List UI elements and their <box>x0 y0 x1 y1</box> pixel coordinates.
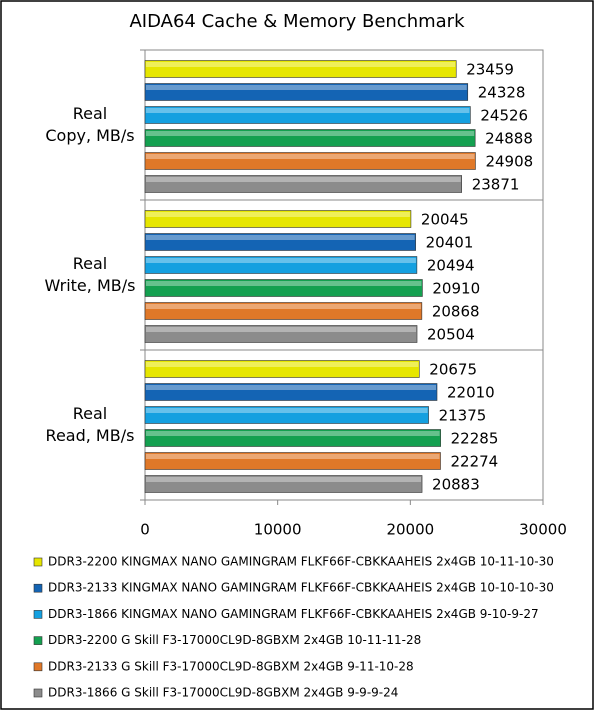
bar-highlight <box>146 408 428 413</box>
bar-highlight <box>146 177 461 182</box>
bar-highlight <box>146 477 422 482</box>
x-tick-label: 10000 <box>254 521 302 539</box>
value-label: 24888 <box>485 130 533 148</box>
bar-highlight <box>146 85 467 90</box>
bar <box>144 360 420 378</box>
value-label: 20868 <box>432 303 480 321</box>
legend-label: DDR3-1866 G Skill F3-17000CL9D-8GBXM 2x4… <box>48 686 398 700</box>
bar <box>144 83 469 101</box>
bar <box>144 429 441 447</box>
category-label: Real Read, MB/s <box>45 404 135 445</box>
legend-swatch <box>33 636 43 645</box>
bar-highlight <box>146 154 475 159</box>
category-label: Real Write, MB/s <box>44 254 136 295</box>
legend-label: DDR3-2200 G Skill F3-17000CL9D-8GBXM 2x4… <box>48 633 421 647</box>
bar-highlight <box>146 235 415 240</box>
value-label: 20494 <box>427 257 475 275</box>
value-label: 23459 <box>466 61 514 79</box>
value-label: 20401 <box>426 234 474 252</box>
bar-highlight <box>146 108 470 113</box>
value-label: 22010 <box>447 384 495 402</box>
bar-highlight <box>146 362 419 367</box>
bar-highlight <box>146 454 440 459</box>
legend-label: DDR3-2200 KINGMAX NANO GAMINGRAM FLKF66F… <box>48 555 554 569</box>
plot-area <box>144 49 544 501</box>
legend-swatch <box>33 557 43 567</box>
value-label: 22274 <box>451 453 499 471</box>
bar <box>144 302 423 320</box>
bar <box>144 383 438 401</box>
bar-highlight <box>146 131 475 136</box>
bar <box>144 129 476 147</box>
bar-highlight <box>146 304 421 309</box>
bar <box>144 406 429 424</box>
bar <box>144 452 441 470</box>
legend-swatch <box>33 583 43 593</box>
bar <box>144 175 462 193</box>
legend-label: DDR3-2133 G Skill F3-17000CL9D-8GBXM 2x4… <box>48 659 414 673</box>
category-label: Real Copy, MB/s <box>45 104 135 145</box>
bar-highlight <box>146 281 422 286</box>
x-tick-label: 20000 <box>386 521 434 539</box>
bar-highlight <box>146 431 440 436</box>
legend-swatch <box>33 662 43 672</box>
value-label: 20883 <box>432 476 480 494</box>
legend-swatch <box>33 610 43 619</box>
chart-title: AIDA64 Cache & Memory Benchmark <box>129 11 465 32</box>
bar <box>144 325 418 343</box>
legend-swatch <box>33 688 43 698</box>
value-label: 20675 <box>429 361 477 379</box>
value-label: 20910 <box>432 280 480 298</box>
bar-highlight <box>146 212 410 217</box>
value-label: 20045 <box>421 211 469 229</box>
bar-highlight <box>146 385 436 390</box>
value-label: 22285 <box>451 430 499 448</box>
bar-highlight <box>146 327 417 332</box>
value-label: 23871 <box>472 176 520 194</box>
value-label: 24908 <box>485 153 533 171</box>
legend-label: DDR3-1866 KINGMAX NANO GAMINGRAM FLKF66F… <box>48 607 539 621</box>
bar-highlight <box>146 62 456 67</box>
bar <box>144 233 416 251</box>
value-label: 20504 <box>427 326 475 344</box>
bar <box>144 256 418 274</box>
value-label: 21375 <box>439 407 487 425</box>
legend-label: DDR3-2133 KINGMAX NANO GAMINGRAM FLKF66F… <box>48 581 554 595</box>
x-tick-label: 0 <box>140 521 150 539</box>
bar <box>144 279 423 297</box>
value-label: 24526 <box>480 107 528 125</box>
bar-highlight <box>146 258 416 263</box>
value-label: 24328 <box>478 84 526 102</box>
bar <box>144 210 412 228</box>
bar <box>144 60 457 78</box>
x-tick-label: 30000 <box>519 521 567 539</box>
bar <box>144 152 476 170</box>
bar <box>144 106 471 124</box>
bar <box>144 475 423 493</box>
